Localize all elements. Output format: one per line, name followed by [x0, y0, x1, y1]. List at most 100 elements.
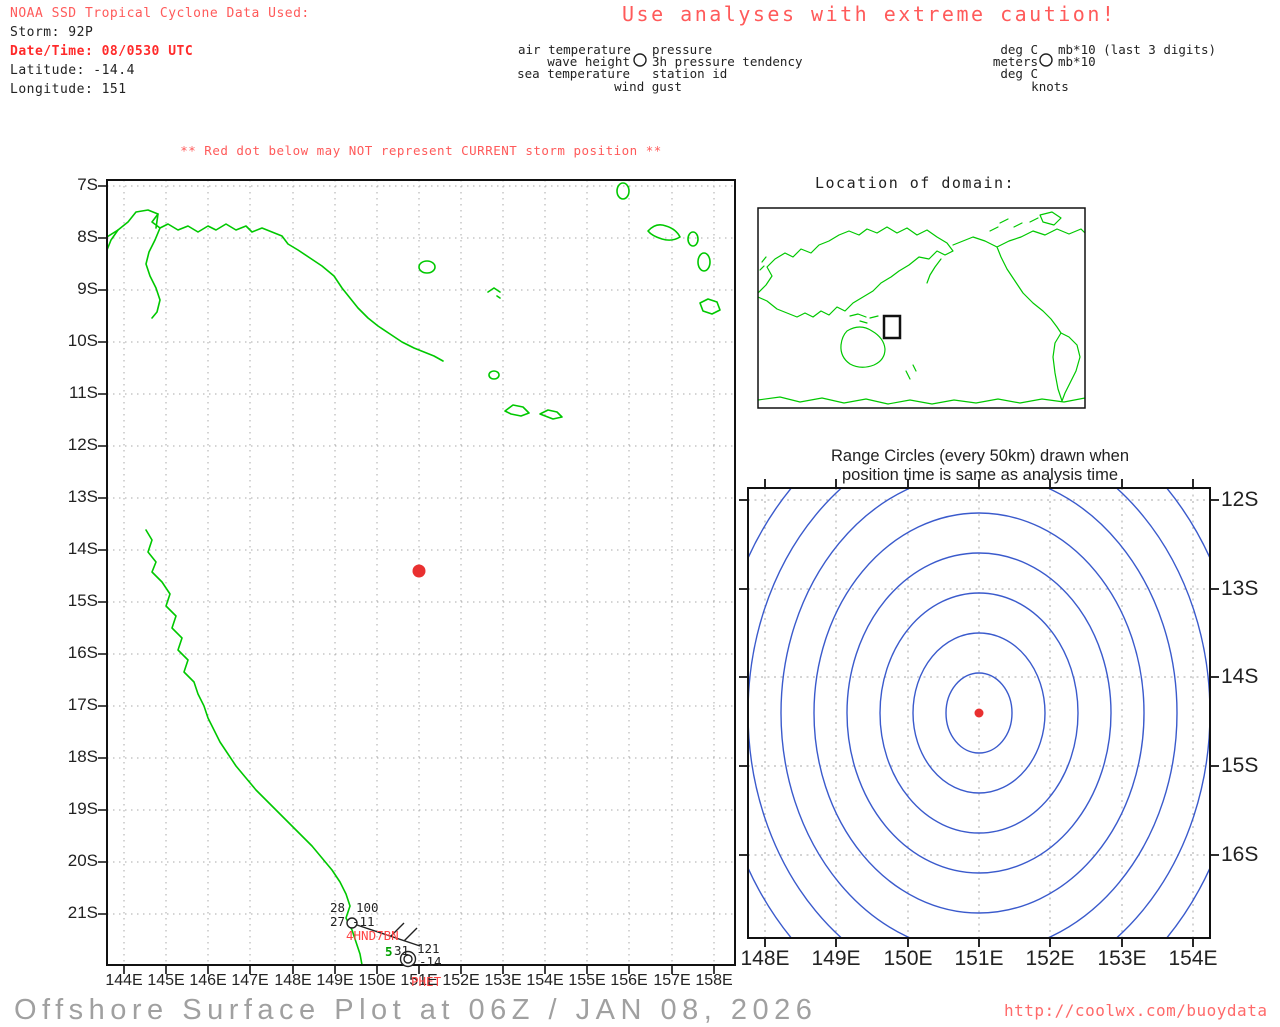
- range-y-tick: 14S: [1221, 665, 1259, 688]
- main-map-x-tick: 148E: [274, 972, 312, 989]
- main-map-y-tick: 17S: [67, 695, 98, 714]
- header-longitude: Longitude: 151: [10, 82, 127, 97]
- main-map-x-tick: 146E: [189, 972, 227, 989]
- legend-wave-height: wave height: [547, 54, 630, 69]
- legend-wind-gust: wind gust: [614, 79, 682, 94]
- island: [496, 295, 501, 299]
- storm-dot: [412, 564, 426, 578]
- main-map-y-tick: 12S: [67, 435, 98, 454]
- caution-banner: Use analyses with extreme caution!: [622, 2, 1117, 26]
- legend-unit-mb10: mb*10: [1058, 54, 1096, 69]
- legend-station-id: station id: [652, 66, 728, 81]
- world-japan: [926, 258, 942, 284]
- main-map-x-tick: 152E: [442, 972, 480, 989]
- station-circle-inner: [403, 954, 413, 964]
- range-plot-ticks: [739, 479, 1219, 947]
- station1-pressure-tendency: -11: [352, 914, 375, 929]
- world-bering-alaska: [952, 236, 998, 248]
- legend-unit-degc-air: deg C: [1000, 42, 1038, 57]
- range-x-tick: 152E: [1025, 947, 1075, 970]
- main-map-x-tick: 150E: [358, 972, 396, 989]
- world-inset-frame: [757, 207, 1086, 409]
- main-map-bottom-ticks: [123, 965, 715, 974]
- island: [699, 298, 721, 315]
- island: [647, 224, 681, 241]
- main-map-y-tick: 11S: [69, 383, 98, 402]
- island: [504, 404, 530, 417]
- world-inset: [757, 207, 1086, 409]
- station-model-circle-right: [1039, 53, 1053, 67]
- main-map-x-tick: 145E: [147, 972, 185, 989]
- main-map-y-tick: 15S: [67, 591, 98, 610]
- range-y-tick: 16S: [1221, 843, 1259, 866]
- world-arctic-islands: [759, 217, 1039, 271]
- island: [487, 287, 501, 293]
- station2-wave-height: 5: [385, 944, 393, 959]
- station1-id: 4HND7BN: [346, 928, 399, 943]
- station1-air-temp: 28: [329, 900, 345, 915]
- range-x-tick: 148E: [740, 947, 790, 970]
- legend-pressure: pressure: [652, 42, 713, 57]
- station-circle-outer: [399, 950, 417, 968]
- station2-pressure-tendency: -14: [419, 954, 442, 969]
- main-map-y-tick: 18S: [67, 747, 98, 766]
- range-plot-title-line2: position time is same as analysis time: [841, 466, 1119, 484]
- island: [687, 231, 699, 247]
- range-y-tick: 12S: [1221, 488, 1259, 511]
- main-map-x-tick: 156E: [610, 972, 648, 989]
- main-map-left-ticks: [98, 185, 107, 915]
- station1-sea-temp: 27: [329, 914, 345, 929]
- main-map-x-tick: 147E: [231, 972, 269, 989]
- range-plot: [739, 479, 1219, 947]
- world-americas: [996, 228, 1085, 402]
- legend-sea-temperature: sea temperature: [517, 66, 630, 81]
- station-model-circle-left: [633, 53, 647, 67]
- main-map-y-tick: 19S: [67, 799, 98, 818]
- main-map-x-tick: 153E: [484, 972, 522, 989]
- main-map-x-tick: 157E: [653, 972, 691, 989]
- main-map-y-tick: 8S: [77, 227, 98, 246]
- island: [539, 409, 563, 420]
- coastline-new-guinea: [107, 209, 444, 362]
- world-australia: [840, 326, 886, 368]
- inset-title: Location of domain:: [815, 174, 1016, 192]
- wind-barb: [356, 922, 421, 947]
- main-map-x-tick: 144E: [105, 972, 143, 989]
- main-map-y-tick: 13S: [67, 487, 98, 506]
- legend-unit-mb10-last3: mb*10 (last 3 digits): [1058, 42, 1217, 57]
- coastline-new-guinea-west: [107, 213, 161, 319]
- world-antarctica: [758, 396, 1085, 405]
- legend-pressure-tendency: 3h pressure tendency: [652, 54, 803, 69]
- header-datetime: Date/Time: 08/0530 UTC: [10, 44, 194, 59]
- legend-unit-degc-sea: deg C: [1000, 66, 1038, 81]
- range-x-tick: 151E: [954, 947, 1004, 970]
- buoydata-url-link[interactable]: http://coolwx.com/buoydata: [1004, 1001, 1268, 1020]
- station-circle: [346, 917, 358, 929]
- main-map-x-tick: 151E: [400, 972, 438, 989]
- station1-pressure: 100: [356, 900, 379, 915]
- range-x-tick: 150E: [883, 947, 933, 970]
- main-map-y-tick: 20S: [67, 851, 98, 870]
- legend-unit-knots: knots: [1031, 79, 1069, 94]
- island: [616, 182, 630, 200]
- range-y-tick: 13S: [1221, 577, 1259, 600]
- header-source-title: NOAA SSD Tropical Cyclone Data Used:: [10, 6, 310, 21]
- range-plot-title-line1: Range Circles (every 50km) drawn when: [830, 447, 1130, 465]
- page-title: Offshore Surface Plot at 06Z / JAN 08, 2…: [14, 994, 818, 1026]
- station-4HND7BN: [346, 917, 421, 947]
- storm-position-warning: ** Red dot below may NOT represent CURRE…: [180, 143, 662, 158]
- world-new-zealand: [905, 364, 917, 380]
- world-eurasia: [758, 226, 954, 318]
- range-center-dot: [974, 708, 984, 718]
- island: [697, 252, 711, 272]
- main-map-y-tick: 14S: [67, 539, 98, 558]
- main-map: [98, 179, 736, 974]
- range-x-tick: 154E: [1168, 947, 1218, 970]
- header-latitude: Latitude: -14.4: [10, 63, 135, 78]
- main-map-y-tick: 9S: [77, 279, 98, 298]
- station2-air-temp: 31: [394, 943, 410, 958]
- station2-pressure: 121: [417, 941, 440, 956]
- range-y-tick: 15S: [1221, 754, 1259, 777]
- legend-air-temperature: air temperature: [518, 42, 631, 57]
